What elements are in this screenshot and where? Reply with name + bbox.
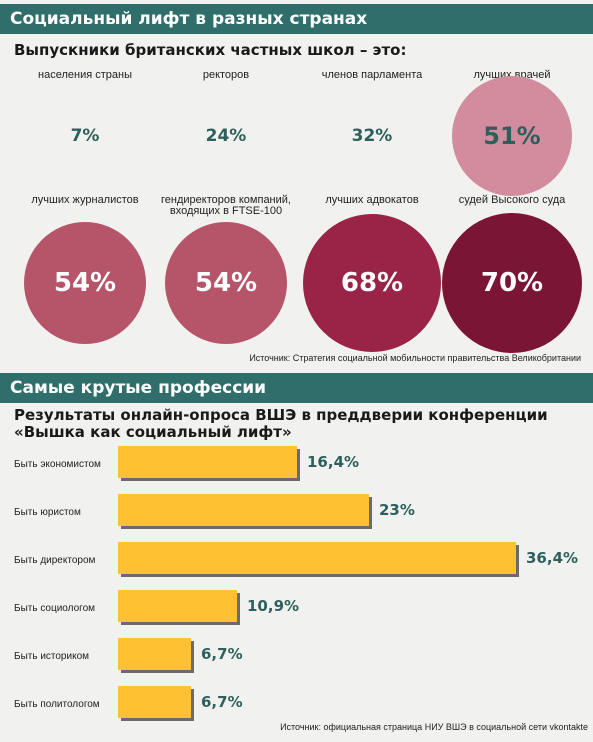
bubble-cell: лучших врачей 51% — [442, 70, 582, 245]
bar — [118, 446, 297, 478]
bubble-circle: 51% — [452, 76, 572, 196]
bubble-cell: гендиректоров компаний, входящих в FTSE-1… — [156, 195, 296, 370]
bubble-circle: 68% — [303, 214, 441, 352]
bubble-category-label-line: входящих в FTSE-100 — [169, 205, 283, 217]
bubble-category-label: лучших журналистов — [10, 195, 160, 206]
section-header-social-lift: Социальный лифт в разных странах — [0, 4, 593, 34]
bubble-category-label-line: ректоров — [202, 69, 250, 81]
bar-category-label: Быть социологом — [14, 602, 96, 614]
bubble-category-label: гендиректоров компаний, входящих в FTSE-1… — [151, 195, 301, 217]
bubble-circle: 54% — [24, 222, 146, 344]
section-subtitle-survey-line1: Результаты онлайн-опроса ВШЭ в преддвери… — [14, 406, 548, 424]
bar-row: Быть экономистом 16,4% — [0, 445, 593, 483]
section-header-top-professions: Самые крутые профессии — [0, 373, 593, 403]
bubble-cell: лучших адвокатов 68% — [302, 195, 442, 370]
bubble-category-label-line: судей Высокого суда — [458, 194, 566, 206]
bubble-category-label: лучших адвокатов — [297, 195, 447, 206]
bubble-cell: ректоров 24% — [156, 70, 296, 245]
bar-category-label: Быть экономистом — [14, 458, 101, 470]
bar-value-label: 6,7% — [201, 693, 243, 711]
bar-row: Быть историком 6,7% — [0, 637, 593, 675]
bubble-value-label: 54% — [194, 268, 258, 298]
bar-category-label: Быть директором — [14, 554, 96, 566]
bubble-category-label-line: гендиректоров компаний, — [161, 194, 291, 206]
bubble-category-label: лучших врачей — [437, 70, 587, 81]
bar-category-label: Быть историком — [14, 650, 90, 662]
bar-value-label: 10,9% — [247, 597, 300, 615]
bar-row: Быть социологом 10,9% — [0, 589, 593, 627]
bubble-cell: судей Высокого суда 70% — [442, 195, 582, 370]
bubble-circle: 70% — [442, 213, 582, 353]
bubble-cell: членов парламента 32% — [302, 70, 442, 245]
bar-row: Быть политологом 6,7% — [0, 685, 593, 723]
bubble-category-label-line: лучших адвокатов — [325, 194, 419, 206]
bubble-circle: 54% — [165, 222, 287, 344]
bar — [118, 590, 237, 622]
bubble-category-label-line: населения страны — [38, 69, 132, 81]
bar-category-label: Быть политологом — [14, 698, 100, 710]
bubble-value-label: 32% — [351, 126, 393, 146]
bubble-value-label: 70% — [480, 268, 544, 298]
bar-value-label: 6,7% — [201, 645, 243, 663]
bubble-value-label: 54% — [53, 268, 117, 298]
bubble-value-label: 24% — [205, 126, 247, 146]
bar-value-label: 23% — [379, 501, 415, 519]
section-subtitle-graduates: Выпускники британских частных школ – это… — [14, 41, 407, 59]
bar-value-label: 36,4% — [526, 549, 579, 567]
bubble-category-label: ректоров — [151, 70, 301, 81]
bar-row: Быть директором 36,4% — [0, 541, 593, 579]
bubble-category-label: населения страны — [10, 70, 160, 81]
bubble-category-label: судей Высокого суда — [437, 195, 587, 206]
bubble-cell: населения страны 7% — [15, 70, 155, 245]
bubble-category-label-line: членов парламента — [321, 69, 423, 81]
source-note-2: Источник: официальная страница НИУ ВШЭ в… — [280, 722, 588, 732]
bar — [118, 638, 191, 670]
bar-category-label: Быть юристом — [14, 506, 81, 518]
section-subtitle-survey-line2: «Вышка как социальный лифт» — [14, 423, 292, 441]
bubble-category-label-line: лучших врачей — [473, 69, 551, 81]
bar — [118, 686, 191, 718]
bubble-value-label: 51% — [483, 122, 541, 150]
bubble-value-label: 7% — [70, 126, 100, 146]
bubble-category-label-line: лучших журналистов — [31, 194, 139, 206]
bar-row: Быть юристом 23% — [0, 493, 593, 531]
bubble-cell: лучших журналистов 54% — [15, 195, 155, 370]
bubble-category-label: членов парламента — [297, 70, 447, 81]
bar — [118, 542, 516, 574]
source-note-1: Источник: Стратегия социальной мобильнос… — [249, 353, 581, 363]
bubble-value-label: 68% — [340, 268, 404, 298]
bar — [118, 494, 369, 526]
bar-value-label: 16,4% — [307, 453, 360, 471]
